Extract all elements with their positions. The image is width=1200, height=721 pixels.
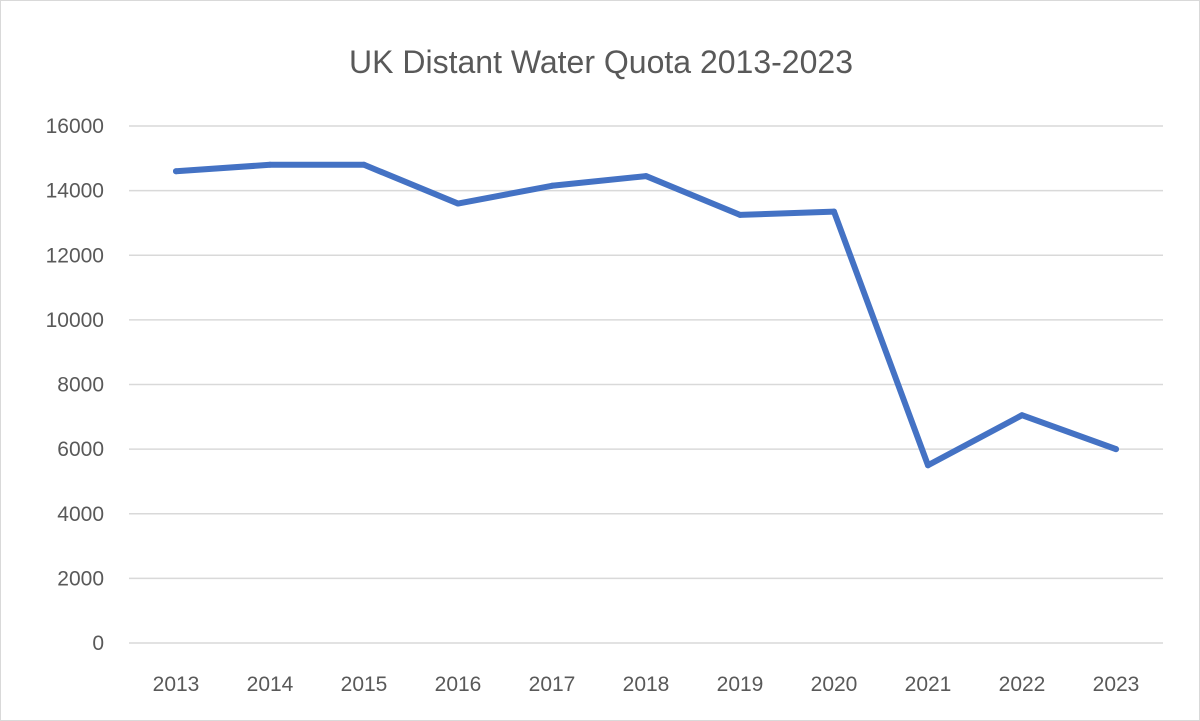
data-point-2017 xyxy=(549,182,555,189)
x-tick-label: 2017 xyxy=(529,673,576,696)
data-point-2019 xyxy=(737,211,743,218)
data-point-2016 xyxy=(455,200,461,207)
data-point-2022 xyxy=(1019,412,1025,419)
x-tick-label: 2014 xyxy=(247,673,294,696)
y-tick-label: 6000 xyxy=(57,438,104,461)
x-tick-label: 2021 xyxy=(905,673,952,696)
series-layer xyxy=(173,161,1119,469)
data-point-2023 xyxy=(1113,446,1119,453)
x-tick-label: 2019 xyxy=(717,673,764,696)
x-tick-label: 2016 xyxy=(435,673,482,696)
series-line-0 xyxy=(173,161,1119,469)
y-tick-label: 0 xyxy=(92,632,104,655)
x-tick-label: 2018 xyxy=(623,673,670,696)
x-tick-label: 2023 xyxy=(1093,673,1140,696)
y-tick-label: 8000 xyxy=(57,374,104,397)
data-point-2015 xyxy=(361,161,367,168)
x-tick-label: 2013 xyxy=(153,673,200,696)
x-tick-label: 2015 xyxy=(341,673,388,696)
x-axis-tick-labels: 2013 2014 2015 2016 2017 2018 2019 2020 2021 2022… xyxy=(153,673,1140,696)
data-point-2020 xyxy=(831,208,837,215)
y-tick-label: 10000 xyxy=(46,309,104,332)
x-tick-label: 2022 xyxy=(999,673,1046,696)
data-point-2021 xyxy=(925,462,931,469)
y-tick-label: 14000 xyxy=(46,180,104,203)
gridlines xyxy=(129,125,1163,644)
y-tick-label: 2000 xyxy=(57,567,104,590)
y-tick-label: 16000 xyxy=(46,115,104,138)
y-axis-tick-labels: 0 2000 4000 6000 8000 10000 12000 14000 16000 xyxy=(46,115,104,655)
data-point-2014 xyxy=(267,161,273,168)
chart-title: UK Distant Water Quota 2013-2023 xyxy=(349,44,853,80)
data-point-2018 xyxy=(643,173,649,180)
y-tick-label: 12000 xyxy=(46,244,104,267)
x-tick-label: 2020 xyxy=(811,673,858,696)
y-tick-label: 4000 xyxy=(57,503,104,526)
data-point-2013 xyxy=(173,168,179,175)
